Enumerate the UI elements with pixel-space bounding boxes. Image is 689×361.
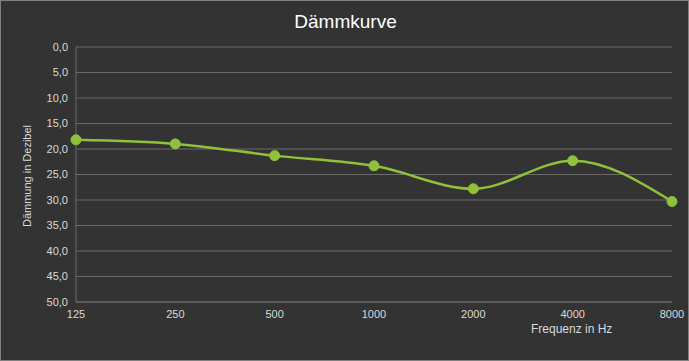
- html-text:Frequenz in Hz: Frequenz in Hz: [531, 322, 613, 336]
- svg-text:10,0: 10,0: [47, 92, 68, 104]
- html-text:Dämmkurve: Dämmkurve: [294, 11, 397, 32]
- svg-text:15,0: 15,0: [47, 117, 68, 129]
- svg-text:40,0: 40,0: [47, 245, 68, 257]
- svg-text:30,0: 30,0: [47, 194, 68, 206]
- svg-text:500: 500: [265, 308, 283, 320]
- svg-text:5,0: 5,0: [53, 66, 68, 78]
- svg-text:250: 250: [166, 308, 184, 320]
- svg-text:0,0: 0,0: [53, 41, 68, 53]
- html-text:Dämmung in Dezibel: Dämmung in Dezibel: [21, 124, 33, 228]
- svg-text:8000: 8000: [660, 308, 681, 320]
- svg-text:1000: 1000: [362, 308, 386, 320]
- svg-text:20,0: 20,0: [47, 143, 68, 155]
- svg-text:35,0: 35,0: [47, 219, 68, 231]
- svg-text:25,0: 25,0: [47, 168, 68, 180]
- svg-text:45,0: 45,0: [47, 270, 68, 282]
- svg-text:50,0: 50,0: [47, 296, 68, 308]
- svg-text:4000: 4000: [560, 308, 584, 320]
- svg-text:125: 125: [67, 308, 85, 320]
- svg-text:2000: 2000: [461, 308, 485, 320]
